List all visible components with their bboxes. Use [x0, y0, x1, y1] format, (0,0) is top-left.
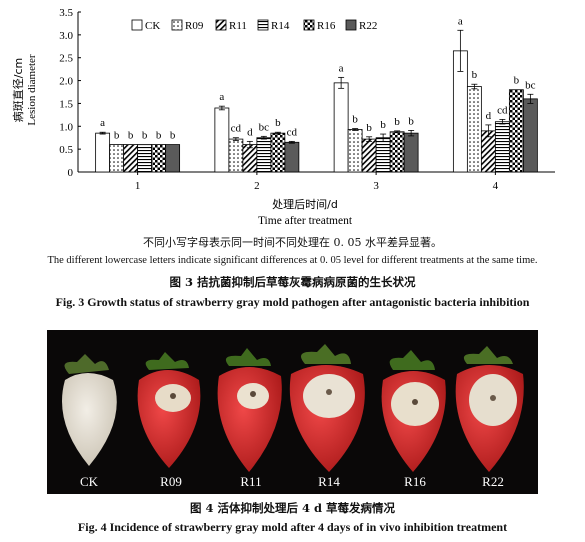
figure3-caption-cn: 图 3 拮抗菌抑制后草莓灰霉病病原菌的生长状况: [169, 275, 416, 289]
significance-letter: b: [128, 130, 134, 142]
bar-r09-day3: [347, 129, 363, 173]
significance-letter: b: [394, 116, 400, 128]
significance-letter: b: [114, 130, 120, 142]
significance-note-cn: 不同小写字母表示同一时间不同处理在 0. 05 水平差异显著。: [143, 236, 442, 249]
significance-letter: b: [142, 130, 148, 142]
legend-swatch-r22: [345, 19, 357, 31]
legend-swatch-r11: [215, 19, 227, 31]
legend-label-r22: R22: [359, 20, 377, 32]
y-tick-label: 2.0: [59, 76, 73, 88]
y-tick-label: 0.5: [59, 144, 73, 156]
bar-ck-day2: [214, 107, 230, 173]
y-tick-label: 2.5: [59, 53, 73, 65]
photo-label-r16: R16: [404, 474, 426, 489]
y-axis-label-en: Lesion diameter: [26, 54, 38, 126]
x-axis-label-en: Time after treatment: [258, 215, 353, 227]
bar-r11-day3: [361, 138, 377, 173]
significance-letter: b: [352, 114, 358, 126]
legend-label-r11: R11: [229, 20, 247, 32]
legend-label-ck: CK: [145, 20, 160, 32]
y-axis-label-cn: 病斑直径/cm: [11, 58, 25, 122]
significance-letter: d: [247, 126, 253, 138]
photo-label-r11: R11: [240, 474, 262, 489]
significance-letter: a: [100, 117, 105, 129]
x-tick-label: 4: [493, 180, 499, 192]
legend-swatch-r09: [171, 19, 183, 31]
significance-letter: a: [219, 91, 224, 103]
significance-letter: b: [366, 122, 372, 134]
x-tick-label: 3: [373, 180, 379, 192]
legend-swatch-r14: [257, 19, 269, 31]
strawberry-r14: [289, 344, 365, 472]
significance-note-en: The different lowercase letters indicate…: [47, 255, 538, 266]
y-tick-label: 3.0: [59, 30, 73, 42]
bar-r16-day3: [389, 131, 405, 173]
bar-r14-day3: [375, 137, 391, 173]
significance-letter: b: [275, 117, 281, 129]
figure4-caption-en: Fig. 4 Incidence of strawberry gray mold…: [77, 520, 508, 534]
x-tick-label: 2: [254, 180, 260, 192]
bar-r16-day2: [270, 132, 286, 173]
bar-r14-day4: [494, 121, 510, 173]
bar-r14-day1: [137, 144, 153, 173]
strawberry-photo: CK R09 R11 R14 R16 R22: [47, 330, 538, 494]
significance-letter: b: [514, 75, 520, 87]
y-tick-label: 3.5: [59, 7, 73, 19]
strawberry-ck: [62, 354, 117, 466]
legend-swatch-r16: [303, 19, 315, 31]
bar-r22-day4: [522, 98, 538, 173]
legend-label-r09: R09: [185, 20, 204, 32]
bar-ck-day3: [333, 82, 349, 173]
bar-r09-day4: [466, 86, 482, 173]
significance-letter: b: [472, 69, 478, 81]
legend-swatch-ck: [131, 19, 143, 31]
strawberry-r22: [455, 346, 524, 472]
significance-letter: a: [458, 15, 463, 27]
y-tick-label: 0: [68, 167, 74, 179]
x-tick-label: 1: [135, 180, 141, 192]
photo-label-r09: R09: [160, 474, 182, 489]
significance-letter: d: [486, 110, 492, 122]
x-axis-label-cn: 处理后时间/d: [272, 198, 338, 211]
photo-label-r22: R22: [482, 474, 504, 489]
strawberry-r16: [381, 350, 446, 472]
bar-r22-day1: [165, 144, 181, 173]
strawberry-r11: [217, 348, 282, 472]
legend-label-r14: R14: [271, 20, 290, 32]
bar-r11-day2: [242, 144, 258, 173]
strawberry-r09: [137, 352, 201, 468]
significance-letter: cd: [497, 104, 508, 116]
significance-letter: bc: [259, 121, 270, 133]
legend-label-r16: R16: [317, 20, 336, 32]
photo-label-ck: CK: [79, 474, 99, 489]
bar-r22-day2: [284, 141, 300, 173]
figure3-caption-en: Fig. 3 Growth status of strawberry gray …: [55, 295, 530, 309]
bar-r09-day2: [228, 138, 244, 173]
bar-ck-day1: [95, 132, 111, 173]
significance-letter: bc: [525, 79, 536, 91]
significance-letter: b: [380, 119, 386, 131]
significance-letter: cd: [231, 123, 242, 135]
bar-r09-day1: [109, 144, 125, 173]
bar-r14-day2: [256, 137, 272, 173]
bar-r16-day1: [151, 144, 167, 173]
y-tick-label: 1.0: [59, 121, 73, 133]
significance-letter: cd: [287, 126, 298, 138]
bar-r22-day3: [403, 132, 419, 173]
bar-r11-day1: [123, 144, 139, 173]
strawberry-illustration: [62, 344, 524, 472]
significance-letter: b: [408, 115, 414, 127]
bar-r16-day4: [508, 89, 524, 173]
significance-letter: b: [170, 130, 176, 142]
photo-label-r14: R14: [318, 474, 340, 489]
y-tick-label: 1.5: [59, 98, 73, 110]
significance-letter: b: [156, 130, 162, 142]
significance-letter: a: [339, 62, 344, 74]
figure4-caption-cn: 图 4 活体抑制处理后 4 d 草莓发病情况: [189, 501, 396, 515]
